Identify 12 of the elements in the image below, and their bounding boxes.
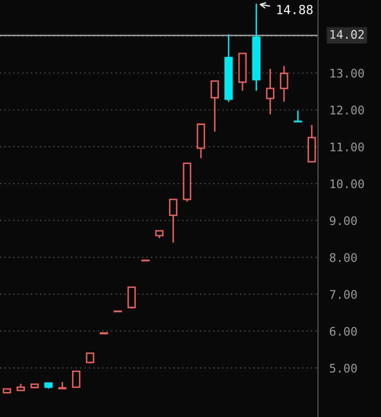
y-tick-label: 12.00 bbox=[330, 106, 364, 115]
y-tick-label: 10.00 bbox=[330, 179, 364, 188]
y-tick-label: 6.00 bbox=[330, 326, 357, 336]
y-tick-label: 8.00 bbox=[330, 253, 357, 262]
y-tick-label: 7.00 bbox=[330, 290, 357, 299]
candlestick bbox=[266, 68, 274, 115]
y-tick-label: 13.00 bbox=[330, 68, 364, 78]
y-tick-label: 11.00 bbox=[330, 142, 364, 152]
ref-line-label: 14.02 bbox=[330, 30, 364, 39]
y-tick-label: 5.00 bbox=[330, 364, 357, 373]
annotation: 14.88 bbox=[277, 4, 313, 14]
y-tick-label: 9.00 bbox=[330, 216, 357, 226]
